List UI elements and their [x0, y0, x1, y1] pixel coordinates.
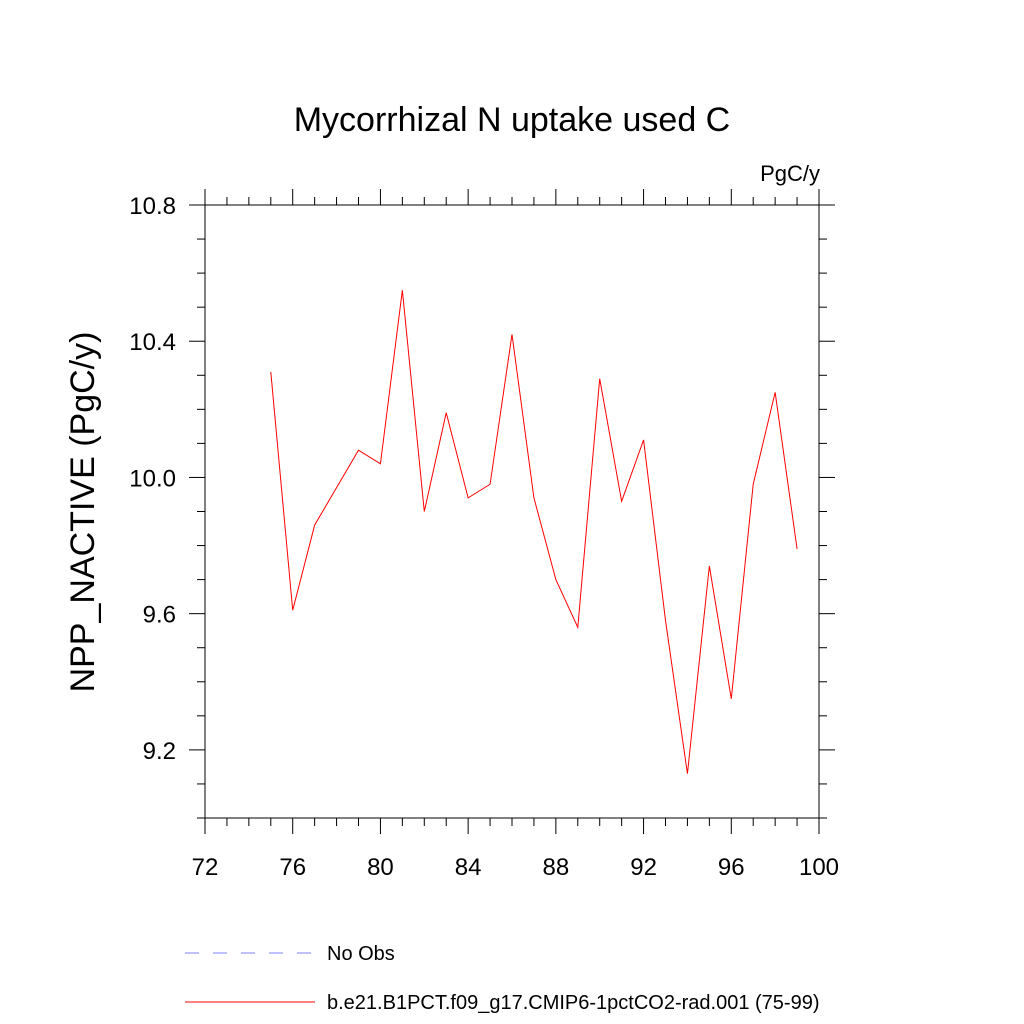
- data-point: [358, 450, 359, 451]
- data-point: [402, 290, 403, 291]
- legend-item-series: b.e21.B1PCT.f09_g17.CMIP6-1pctCO2-rad.00…: [185, 992, 820, 1014]
- axis-ticks: 72 76 80 84 88 92 96 100 9.2 9.6 10.0 10.4 10.8: [129, 189, 839, 881]
- data-point: [555, 579, 556, 580]
- data-point: [533, 497, 534, 498]
- data-point: [424, 511, 425, 512]
- legend: No Obs b.e21.B1PCT.f09_g17.CMIP6-1pctCO2…: [185, 943, 820, 1014]
- x-tick-label: 100: [799, 854, 839, 881]
- data-point: [797, 548, 798, 549]
- data-point: [665, 620, 666, 621]
- data-point: [731, 698, 732, 699]
- x-tick-label: 76: [279, 854, 306, 881]
- legend-label-no-obs: No Obs: [327, 943, 395, 965]
- series-lines: [270, 290, 798, 774]
- x-tick-label: 92: [630, 854, 657, 881]
- data-point: [446, 412, 447, 413]
- data-point: [621, 501, 622, 502]
- data-point: [775, 392, 776, 393]
- y-tick-label: 9.2: [143, 738, 176, 765]
- data-point: [599, 378, 600, 379]
- x-tick-label: 84: [455, 854, 482, 881]
- data-point: [270, 371, 271, 372]
- data-point: [490, 484, 491, 485]
- x-tick-label: 96: [718, 854, 745, 881]
- x-tick-label: 80: [367, 854, 394, 881]
- data-point: [468, 497, 469, 498]
- y-tick-label: 10.8: [129, 193, 176, 220]
- data-point: [380, 463, 381, 464]
- y-tick-label: 10.0: [129, 465, 176, 492]
- data-point: [314, 525, 315, 526]
- y-tick-label: 9.6: [143, 602, 176, 629]
- data-point: [753, 484, 754, 485]
- data-point: [687, 773, 688, 774]
- data-point: [577, 627, 578, 628]
- legend-item-no-obs: No Obs: [185, 943, 395, 965]
- data-point: [336, 487, 337, 488]
- chart-title: Mycorrhizal N uptake used C: [294, 101, 731, 139]
- x-tick-label: 88: [543, 854, 570, 881]
- legend-label-series: b.e21.B1PCT.f09_g17.CMIP6-1pctCO2-rad.00…: [327, 992, 820, 1014]
- series-line: [270, 290, 798, 774]
- units-label: PgC/y: [760, 161, 820, 186]
- y-tick-label: 10.4: [129, 329, 176, 356]
- data-point: [709, 565, 710, 566]
- data-point: [643, 439, 644, 440]
- plot-frame: [204, 204, 820, 819]
- data-point: [292, 610, 293, 611]
- data-point: [512, 334, 513, 335]
- y-axis-label: NPP_NACTIVE (PgC/y): [64, 332, 102, 693]
- x-tick-label: 72: [192, 854, 219, 881]
